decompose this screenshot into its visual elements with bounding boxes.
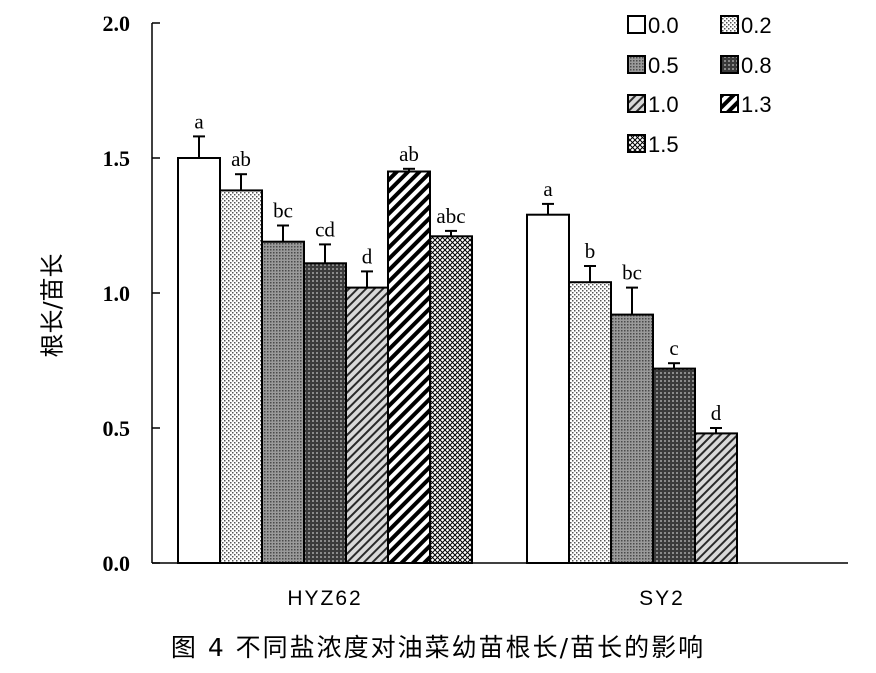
bar bbox=[652, 367, 696, 564]
y-tick-label: 1.0 bbox=[103, 281, 131, 306]
bar bbox=[526, 213, 570, 564]
y-axis-label: 根长/苗长 bbox=[38, 252, 67, 358]
significance-label: a bbox=[543, 177, 553, 201]
significance-label: abc bbox=[436, 204, 465, 228]
significance-label: ab bbox=[231, 147, 251, 171]
significance-label: c bbox=[669, 336, 678, 360]
bar bbox=[610, 313, 654, 564]
significance-label: d bbox=[362, 244, 373, 268]
y-tick-label: 1.5 bbox=[103, 146, 131, 171]
bar bbox=[694, 432, 738, 564]
axes: 0.0 0.5 1.0 1.5 2.0 HYZ62 SY2 bbox=[103, 11, 848, 610]
bar bbox=[568, 281, 612, 564]
legend-label: 0.0 bbox=[648, 13, 679, 38]
x-tick-label: SY2 bbox=[639, 587, 685, 610]
legend-label: 0.8 bbox=[741, 53, 772, 78]
legend-swatch bbox=[720, 15, 739, 34]
bar bbox=[261, 240, 305, 564]
legend-label: 1.0 bbox=[648, 92, 679, 117]
legend-label: 1.3 bbox=[741, 92, 772, 117]
legend-swatch bbox=[627, 134, 646, 153]
legend-swatch bbox=[627, 15, 646, 34]
legend-label: 1.5 bbox=[648, 132, 679, 157]
figure-caption: 图 4 不同盐浓度对油菜幼苗根长/苗长的影响 bbox=[170, 633, 706, 662]
y-axis-label-box: 根长/苗长 bbox=[20, 250, 80, 360]
legend-swatch bbox=[627, 55, 646, 74]
bar bbox=[429, 235, 473, 565]
bar bbox=[387, 170, 431, 564]
y-tick-label: 2.0 bbox=[103, 11, 131, 36]
bar bbox=[177, 157, 221, 564]
legend-swatch bbox=[720, 55, 739, 74]
bar bbox=[219, 189, 263, 564]
legend-label: 0.5 bbox=[648, 53, 679, 78]
significance-label: a bbox=[194, 109, 204, 133]
y-tick-label: 0.5 bbox=[103, 416, 131, 441]
bar bbox=[345, 286, 389, 564]
legend-swatch bbox=[627, 94, 646, 113]
y-tick-label: 0.0 bbox=[103, 551, 131, 576]
legend-swatch bbox=[720, 94, 739, 113]
significance-label: bc bbox=[273, 199, 293, 223]
x-tick-label: HYZ62 bbox=[287, 587, 362, 610]
bar bbox=[303, 262, 347, 564]
significance-label: bc bbox=[622, 261, 642, 285]
significance-label: ab bbox=[399, 142, 419, 166]
significance-label: b bbox=[585, 239, 596, 263]
legend-label: 0.2 bbox=[741, 13, 772, 38]
significance-label: d bbox=[711, 401, 722, 425]
significance-label: cd bbox=[315, 217, 335, 241]
legend: 0.0 0.2 0.5 0.8 1.0 1.3 1.5 bbox=[627, 13, 772, 157]
